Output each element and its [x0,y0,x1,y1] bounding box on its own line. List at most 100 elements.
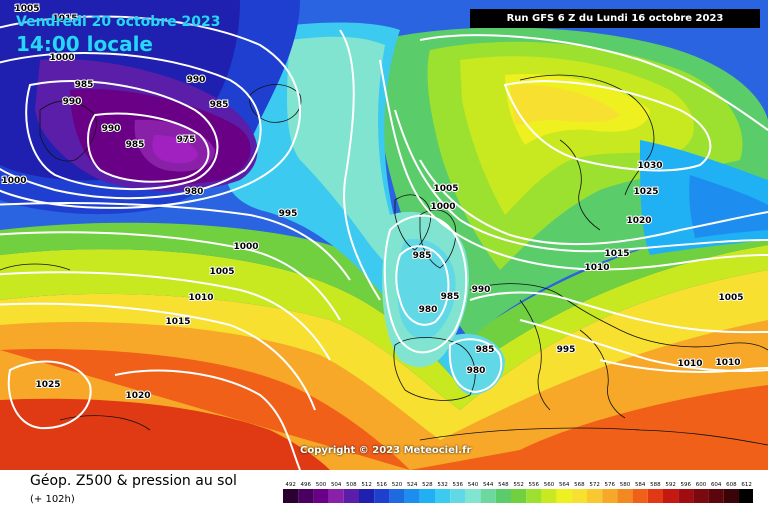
color-scale-legend: 492 496 500 504 508 512 516 520 524 528 532 536 540 5… [283,482,753,503]
pressure-labels: 985 990 990 990 985 985 975 980 1000 995… [0,3,744,402]
legend-tick-label: 524 [407,482,418,488]
legend-tick-label: 508 [346,482,357,488]
legend-swatch [343,489,359,503]
legend-tick-label: 580 [620,482,631,488]
legend-swatch [313,489,329,503]
isobar-label: 1020 [626,216,651,226]
legend-tick-label: 500 [316,482,327,488]
legend-swatch [647,489,663,503]
legend-swatch [571,489,587,503]
legend-tick-label: 560 [544,482,555,488]
legend-swatch [435,489,451,503]
weather-map: 985 990 990 990 985 985 975 980 1000 995… [0,0,768,470]
legend-tick-label: 504 [331,482,342,488]
legend-tick-label: 612 [741,482,752,488]
legend-swatch [419,489,435,503]
map-title: Géop. Z500 & pression au sol [30,473,237,489]
legend-tick-label: 516 [377,482,388,488]
isobar-label: 1010 [188,293,213,303]
isobar-label: 1000 [430,202,455,212]
isobar-label: 1015 [165,317,190,327]
legend-tick-label: 496 [301,482,312,488]
isobar-label: 1030 [637,161,662,171]
legend-tick-label: 548 [498,482,509,488]
isobar-label: 975 [177,135,196,145]
isobar-label: 985 [476,345,495,355]
isobar-label: 1005 [718,293,743,303]
legend-swatch [693,489,709,503]
isobar-label: 990 [187,75,206,85]
legend-swatch [374,489,390,503]
legend-tick-label: 564 [559,482,570,488]
isobar-label: 1010 [584,263,609,273]
legend-tick-label: 552 [513,482,524,488]
legend-swatch [587,489,603,503]
isobar-label: 1000 [49,53,74,63]
isobar-label: 985 [413,251,432,261]
legend-tick-label: 556 [529,482,540,488]
isobar-label: 1005 [433,184,458,194]
legend-swatch [389,489,405,503]
legend-tick-label: 584 [635,482,646,488]
run-info-banner: Run GFS 6 Z du Lundi 16 octobre 2023 [470,9,760,28]
forecast-date: Vendredi 20 octobre 2023 [16,14,221,30]
legend-swatch [328,489,344,503]
legend-swatch [511,489,527,503]
legend-swatch [404,489,420,503]
isobar-label: 980 [467,366,486,376]
legend-swatch [359,489,375,503]
isobar-label: 985 [75,80,94,90]
isobar-label: 990 [63,97,82,107]
isobar-label: 995 [279,209,298,219]
legend-tick-label: 540 [468,482,479,488]
isobar-label: 985 [441,292,460,302]
isobar-label: 1015 [604,249,629,259]
legend-swatch [602,489,618,503]
legend-tick-label: 492 [285,482,296,488]
forecast-offset: (+ 102h) [30,494,75,505]
isobar-label: 980 [419,305,438,315]
isobar-label: 995 [557,345,576,355]
legend-tick-label: 608 [726,482,737,488]
legend-swatch [465,489,481,503]
legend-swatch [678,489,694,503]
isobar-label: 1010 [715,358,740,368]
legend-swatch [541,489,557,503]
legend-swatch [663,489,679,503]
isobar-label: 985 [126,140,145,150]
legend-tick-label: 568 [574,482,585,488]
isobar-label: 1005 [209,267,234,277]
isobar-label: 1010 [677,359,702,369]
isobar-label: 980 [185,187,204,197]
geopotential-field [0,0,768,470]
legend-tick-label: 536 [453,482,464,488]
legend-swatch [495,489,511,503]
legend-tick-label: 600 [696,482,707,488]
legend-swatch [723,489,739,503]
legend-bar: Géop. Z500 & pression au sol (+ 102h) 49… [0,470,768,512]
legend-swatch [632,489,648,503]
isobar-label: 990 [102,124,121,134]
isobar-label: 1000 [1,176,26,186]
legend-tick-label: 520 [392,482,403,488]
legend-tick-label: 576 [605,482,616,488]
legend-swatch [283,489,299,503]
isobars [0,15,768,470]
legend-swatch [556,489,572,503]
legend-tick-label: 572 [589,482,600,488]
isobar-label: 1005 [14,4,39,14]
legend-tick-label: 512 [361,482,372,488]
legend-swatch [708,489,724,503]
isobar-label: 985 [210,100,229,110]
legend-tick-label: 592 [665,482,676,488]
legend-tick-label: 544 [483,482,494,488]
legend-tick-label: 596 [681,482,692,488]
isobar-label: 1020 [125,391,150,401]
isobar-label: 1025 [633,187,658,197]
legend-tick-label: 532 [437,482,448,488]
legend-swatch [298,489,314,503]
legend-swatch [480,489,496,503]
copyright-notice: Copyright © 2023 Meteociel.fr [300,445,472,456]
forecast-time: 14:00 locale [16,32,153,56]
